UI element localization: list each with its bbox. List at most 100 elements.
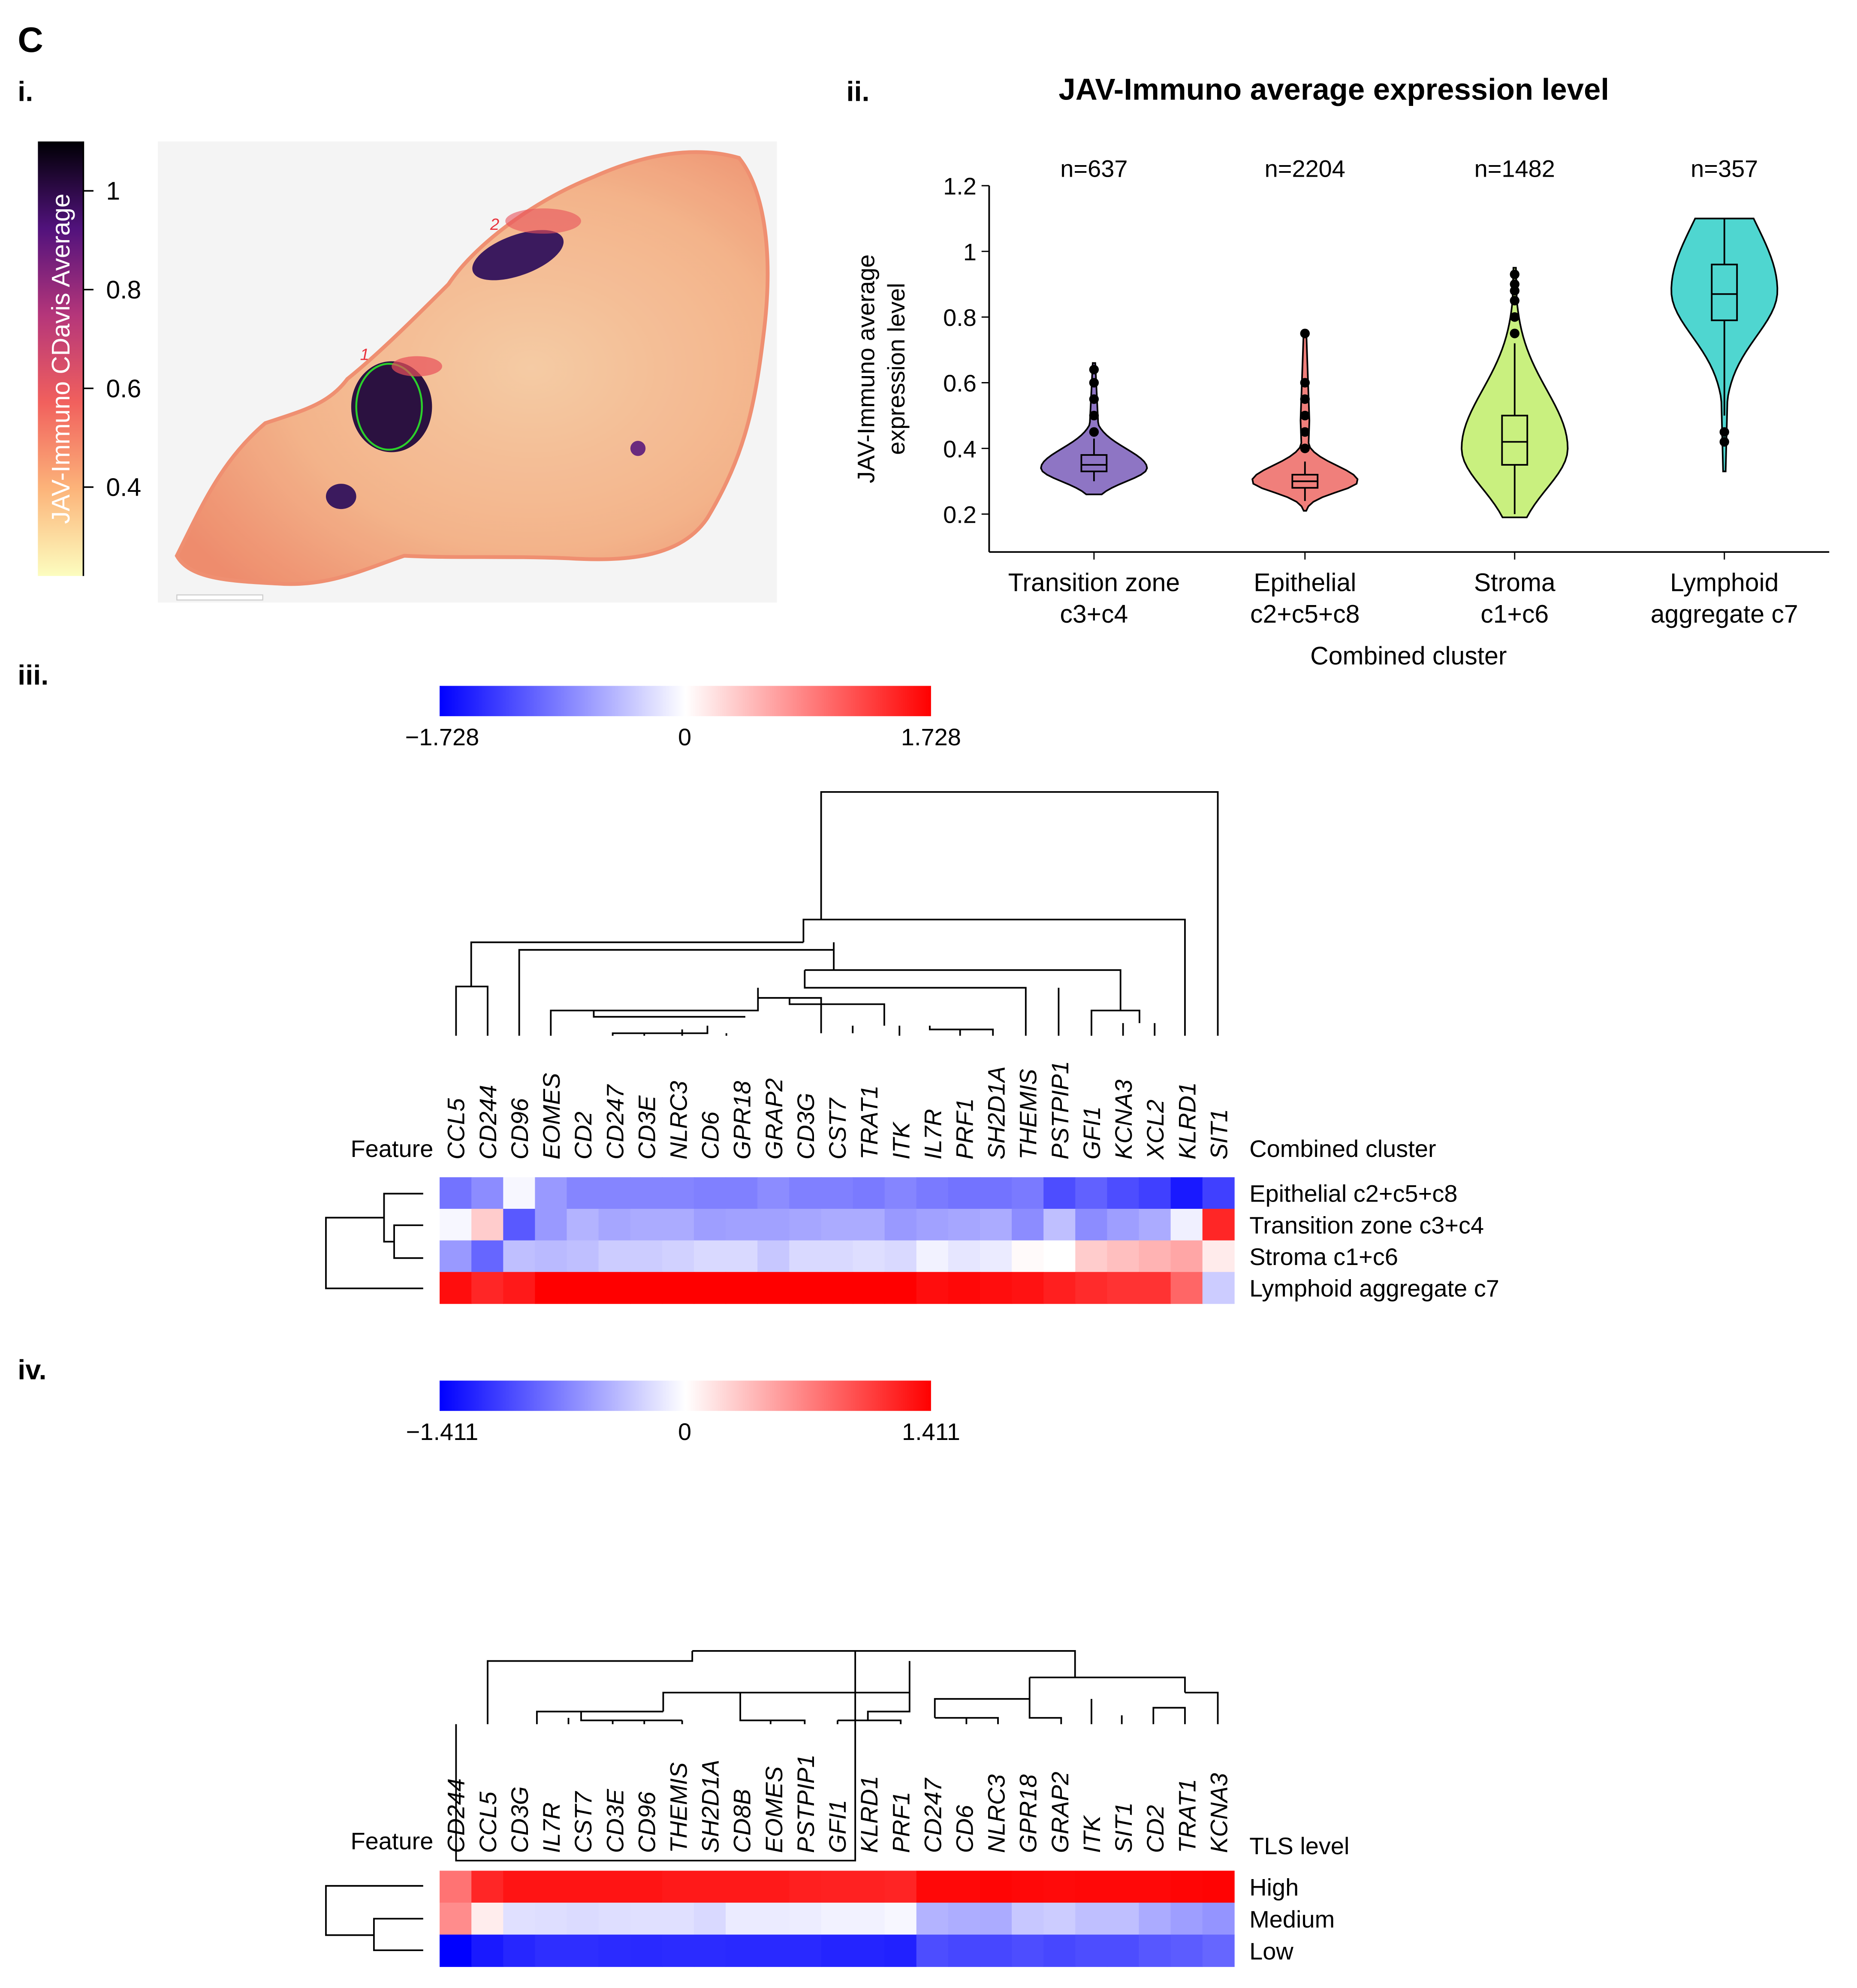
heatmap-cell <box>1202 1272 1235 1304</box>
outlier-point <box>1510 312 1519 322</box>
outlier-point <box>1719 437 1729 447</box>
scale-bar <box>176 594 263 601</box>
heatmap-cell <box>471 1272 504 1304</box>
x-tick-label: c2+c5+c8 <box>1250 600 1360 628</box>
y-axis-label-line1: JAV-Immuno average <box>852 254 879 483</box>
gene-label: KLRD1 <box>856 1776 883 1853</box>
gene-label: SH2D1A <box>983 1066 1010 1160</box>
heatmap-cell <box>884 1934 917 1967</box>
spatial-map-panel: 1 0.8 0.6 0.4 JAV-Immuno CDavis Average 1 2 <box>38 141 777 603</box>
heatmap-cell <box>853 1208 885 1241</box>
outlier-point <box>1300 394 1310 404</box>
gene-label: CD96 <box>633 1791 660 1853</box>
row-label: Low <box>1249 1937 1293 1964</box>
heatmap-cell <box>821 1177 853 1209</box>
outlier-point <box>1719 427 1729 437</box>
box-iqr <box>1711 263 1738 321</box>
heatmap-cell <box>916 1934 949 1967</box>
heatmap-cell <box>948 1272 980 1304</box>
heatmap-cell <box>1170 1177 1203 1209</box>
heatmap-cell <box>503 1240 536 1273</box>
sample-count-label: n=2204 <box>1265 155 1345 182</box>
colorbar-min-label: −1.411 <box>406 1418 479 1445</box>
heatmap-cell <box>1107 1208 1140 1241</box>
heatmap-cell <box>662 1177 694 1209</box>
heatmap-cell <box>598 1177 631 1209</box>
colorbar-tick-label: 0.6 <box>106 375 141 403</box>
heatmap-cell <box>630 1177 663 1209</box>
heatmap-cell <box>1043 1902 1076 1935</box>
gene-label: SIT1 <box>1110 1802 1137 1853</box>
gene-label: GPR18 <box>729 1081 756 1160</box>
tissue-section <box>175 150 770 586</box>
gene-label: CD8B <box>729 1789 756 1853</box>
heatmap-cell <box>693 1272 726 1304</box>
heatmap-cell <box>1012 1208 1044 1241</box>
heatmap-cell <box>1202 1871 1235 1903</box>
heatmap-cell <box>1075 1208 1108 1241</box>
heatmap-cell <box>1075 1177 1108 1209</box>
x-tick-label: Lymphoid <box>1670 569 1779 597</box>
gene-label: CD3E <box>633 1095 660 1160</box>
heatmap-cell <box>1170 1272 1203 1304</box>
gene-label: CD3G <box>506 1786 533 1853</box>
heatmap-cell <box>948 1177 980 1209</box>
heatmap-cell <box>789 1934 822 1967</box>
gene-label: TRAT1 <box>1173 1779 1200 1853</box>
gene-label: GRAP2 <box>1046 1771 1073 1853</box>
lymphoid-aggregate-1 <box>351 361 432 452</box>
heatmap-cell <box>693 1934 726 1967</box>
heatmap-cell <box>853 1240 885 1273</box>
gene-label: NLRC3 <box>665 1081 692 1160</box>
outlier-point <box>1300 427 1310 437</box>
heatmap-cell <box>789 1208 822 1241</box>
sample-count-label: n=1482 <box>1474 155 1555 182</box>
gene-label: CD3G <box>792 1093 819 1160</box>
colorbar-mid-label: 0 <box>678 1418 691 1445</box>
gene-label: GFI1 <box>1078 1106 1105 1160</box>
heatmap-cell <box>757 1272 790 1304</box>
heatmap-cell <box>948 1871 980 1903</box>
gene-label: PRF1 <box>951 1098 978 1160</box>
heatmap-cell <box>821 1208 853 1241</box>
heatmap-cell <box>471 1208 504 1241</box>
heatmap-cell <box>980 1871 1012 1903</box>
gene-label: EOMES <box>538 1073 565 1160</box>
outlier-point <box>1510 269 1519 279</box>
heatmap-cell <box>567 1208 599 1241</box>
heatmap-cell <box>598 1240 631 1273</box>
heatmap-cell <box>1170 1871 1203 1903</box>
heatmap-cell <box>916 1177 949 1209</box>
gene-label: CD6 <box>951 1804 978 1853</box>
heatmap-cell <box>726 1177 758 1209</box>
colorbar <box>440 686 931 717</box>
heatmap-cell <box>1202 1902 1235 1935</box>
heatmap-cell <box>662 1934 694 1967</box>
gene-label: EOMES <box>760 1766 787 1853</box>
heatmap-cell <box>980 1272 1012 1304</box>
row-label: Transition zone c3+c4 <box>1249 1211 1484 1238</box>
heatmap-cell <box>757 1208 790 1241</box>
heatmap-cell <box>1012 1240 1044 1273</box>
heatmap-cell <box>1012 1934 1044 1967</box>
heatmap-cell <box>1075 1902 1108 1935</box>
row-label: Stroma c1+c6 <box>1249 1243 1398 1270</box>
group-label: TLS level <box>1249 1832 1349 1859</box>
outlier-point <box>1089 427 1099 437</box>
heatmap-cell <box>757 1871 790 1903</box>
heatmap-cell <box>1202 1934 1235 1967</box>
heatmap-cell <box>662 1871 694 1903</box>
heatmap-cell <box>567 1272 599 1304</box>
x-tick-label: c1+c6 <box>1480 600 1549 628</box>
lymphoid-aggregate-2 <box>472 230 564 280</box>
heatmap-cell <box>503 1902 536 1935</box>
heatmap-cell <box>1075 1934 1108 1967</box>
heatmap-cell <box>1043 1934 1076 1967</box>
outlier-point <box>1089 378 1099 388</box>
y-tick-label: 1.2 <box>943 173 977 200</box>
outlier-point <box>1300 443 1310 453</box>
row-label: Lymphoid aggregate c7 <box>1249 1275 1499 1302</box>
heatmap-cell <box>440 1240 472 1273</box>
heatmap-cell <box>503 1177 536 1209</box>
gene-label: CST7 <box>570 1791 597 1853</box>
